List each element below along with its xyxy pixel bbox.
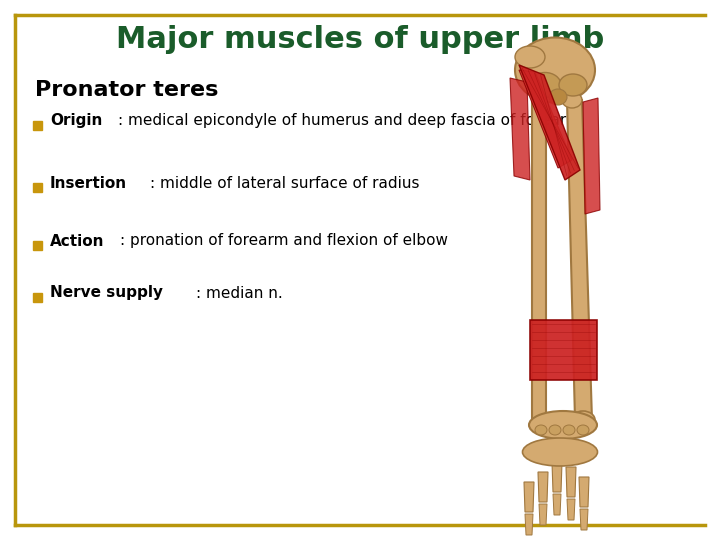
FancyBboxPatch shape <box>33 121 42 130</box>
Ellipse shape <box>562 92 582 108</box>
Ellipse shape <box>515 46 545 68</box>
Text: Pronator teres: Pronator teres <box>35 80 218 100</box>
Text: Nerve supply: Nerve supply <box>50 286 163 300</box>
Polygon shape <box>532 95 546 425</box>
Ellipse shape <box>549 89 567 105</box>
Polygon shape <box>580 509 588 530</box>
FancyBboxPatch shape <box>33 183 42 192</box>
FancyBboxPatch shape <box>33 241 42 250</box>
Polygon shape <box>567 499 575 520</box>
FancyBboxPatch shape <box>33 293 42 302</box>
Ellipse shape <box>535 425 547 435</box>
Text: : middle of lateral surface of radius: : middle of lateral surface of radius <box>150 176 419 191</box>
Polygon shape <box>525 514 533 535</box>
Ellipse shape <box>559 74 587 96</box>
Polygon shape <box>539 504 547 525</box>
Ellipse shape <box>571 411 595 429</box>
Polygon shape <box>530 320 597 380</box>
Ellipse shape <box>529 411 597 439</box>
Ellipse shape <box>577 425 589 435</box>
Polygon shape <box>579 477 589 507</box>
Ellipse shape <box>549 425 561 435</box>
Text: : median n.: : median n. <box>196 286 282 300</box>
Ellipse shape <box>563 425 575 435</box>
Polygon shape <box>519 70 572 168</box>
Text: Insertion: Insertion <box>50 176 127 191</box>
Text: Origin: Origin <box>50 113 102 129</box>
Text: Major muscles of upper limb: Major muscles of upper limb <box>116 25 604 55</box>
Text: Action: Action <box>50 233 104 248</box>
Text: : medical epicondyle of humerus and deep fascia of forearm: : medical epicondyle of humerus and deep… <box>117 113 580 129</box>
Ellipse shape <box>515 37 595 103</box>
Polygon shape <box>566 467 576 497</box>
Polygon shape <box>583 98 600 214</box>
Polygon shape <box>510 78 530 180</box>
Polygon shape <box>567 100 592 420</box>
Polygon shape <box>538 472 548 502</box>
Text: : pronation of forearm and flexion of elbow: : pronation of forearm and flexion of el… <box>120 233 449 248</box>
Ellipse shape <box>530 418 548 432</box>
Ellipse shape <box>529 72 561 98</box>
Polygon shape <box>552 462 562 492</box>
Polygon shape <box>519 65 580 180</box>
Polygon shape <box>524 482 534 512</box>
Polygon shape <box>553 494 561 515</box>
Ellipse shape <box>523 438 598 466</box>
